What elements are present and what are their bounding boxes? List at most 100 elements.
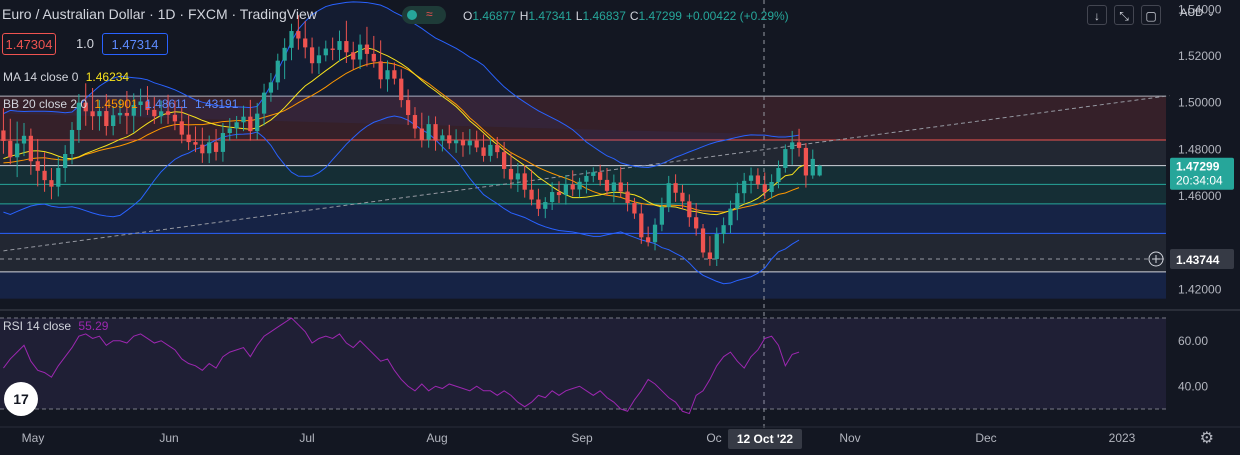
ohlc-item: +0.00422 (+0.29%) (686, 9, 789, 23)
candle (481, 147, 486, 156)
candle (69, 129, 75, 154)
cursor-date-label: 12 Oct '22 (737, 432, 794, 446)
collapse-button[interactable]: ⤡ (1114, 5, 1134, 25)
candle (138, 101, 143, 105)
candle (803, 147, 809, 176)
ohlc-value: 1.47299 (638, 9, 682, 23)
bb-upper-line (3, 1, 800, 169)
symbol-title[interactable]: Euro / Australian Dollar · 1D · FXCM · T… (2, 6, 317, 22)
price-tick-label: 1.46000 (1178, 189, 1222, 203)
time-tick-label: 2023 (1109, 431, 1136, 445)
buy-button[interactable]: 1.47314 (102, 33, 168, 55)
price-zone (0, 203, 1166, 234)
bb-lower-value: 1.43191 (194, 97, 239, 111)
candle (529, 189, 534, 200)
price-zone (0, 271, 1166, 299)
market-status-pill[interactable]: ≈ (402, 6, 446, 24)
candle (316, 55, 322, 64)
candle (796, 142, 802, 148)
cursor-price-label: 1.43744 (1176, 253, 1220, 267)
time-tick-label: Jul (299, 431, 314, 445)
bb-legend[interactable]: BB 20 close 2 0 1.45901 1.48611 1.43191 (3, 97, 238, 111)
cursor-date-tag (728, 429, 802, 449)
fullscreen-button[interactable]: ▢ (1141, 5, 1161, 25)
ohlc-item: H1.47341 (520, 9, 572, 23)
candle (261, 92, 267, 114)
candle (179, 121, 184, 135)
candle (159, 111, 164, 117)
ma-label: MA 14 close 0 (3, 70, 79, 84)
candle (172, 114, 178, 122)
candle (111, 115, 116, 126)
candle (303, 38, 308, 48)
time-tick-label: Sep (571, 431, 593, 445)
candle (433, 124, 438, 141)
candle (193, 142, 198, 145)
candle (721, 225, 726, 235)
sell-button[interactable]: 1.47304 (2, 33, 56, 55)
candle (501, 152, 507, 169)
candle (460, 140, 466, 146)
rsi-legend[interactable]: RSI 14 close 55.29 (3, 319, 108, 333)
candle (213, 142, 219, 152)
candle (337, 41, 342, 50)
candle (248, 116, 253, 132)
candle (35, 161, 40, 171)
candle (296, 31, 301, 39)
candle (323, 48, 328, 56)
candle (104, 111, 109, 126)
candle (639, 213, 644, 238)
candle (625, 191, 630, 203)
spread-text: 1.0 (75, 36, 95, 51)
candle (97, 111, 102, 117)
candle (618, 182, 623, 192)
price-tick-label: 1.52000 (1178, 49, 1222, 63)
tradingview-logo-icon[interactable]: 17 (4, 382, 38, 416)
candle (522, 173, 527, 190)
candle (392, 70, 397, 79)
last-price-label: 1.47299 (1176, 160, 1220, 174)
candle (515, 173, 520, 180)
candle (659, 206, 665, 225)
candle (556, 192, 562, 196)
candle (495, 144, 500, 153)
ohlc-value: +0.00422 (+0.29%) (685, 9, 789, 23)
ma-legend[interactable]: MA 14 close 0 1.46234 (3, 70, 129, 84)
ohlc-value: 1.47341 (528, 9, 572, 23)
fullscreen-icon: ▢ (1145, 9, 1157, 23)
scroll-down-button[interactable]: ↓ (1087, 5, 1107, 25)
candle (56, 168, 61, 187)
candle (440, 135, 445, 141)
candle (735, 193, 740, 209)
candle (680, 192, 685, 202)
candle (255, 113, 260, 132)
candle (1, 130, 6, 141)
candle (550, 192, 555, 203)
arrow-down-icon: ↓ (1094, 9, 1100, 23)
gear-icon[interactable]: ⚙ (1199, 430, 1214, 447)
chevron-down-icon: ⌄ (1206, 7, 1216, 19)
market-open-icon (407, 10, 417, 20)
ohlc-key: L (575, 9, 583, 23)
candle (152, 109, 157, 117)
ohlc-value: 1.46837 (582, 9, 626, 23)
candle (227, 128, 232, 133)
candle (700, 228, 706, 253)
ma-line (3, 47, 807, 216)
candle (8, 140, 13, 158)
last-price-tag (1170, 157, 1234, 190)
price-tick-label: 1.54000 (1178, 2, 1222, 16)
candle (742, 180, 747, 194)
candle (783, 149, 788, 168)
candle (76, 102, 82, 130)
candle (21, 135, 27, 144)
candle (536, 199, 541, 209)
ohlc-item: O1.46877 (463, 9, 516, 23)
time-tick-label: Oc (706, 431, 721, 445)
candle (646, 237, 651, 243)
candle (467, 140, 472, 146)
bb-upper-value: 1.48611 (145, 97, 188, 111)
currency-selector[interactable]: AUD ⌄ (1180, 6, 1216, 19)
